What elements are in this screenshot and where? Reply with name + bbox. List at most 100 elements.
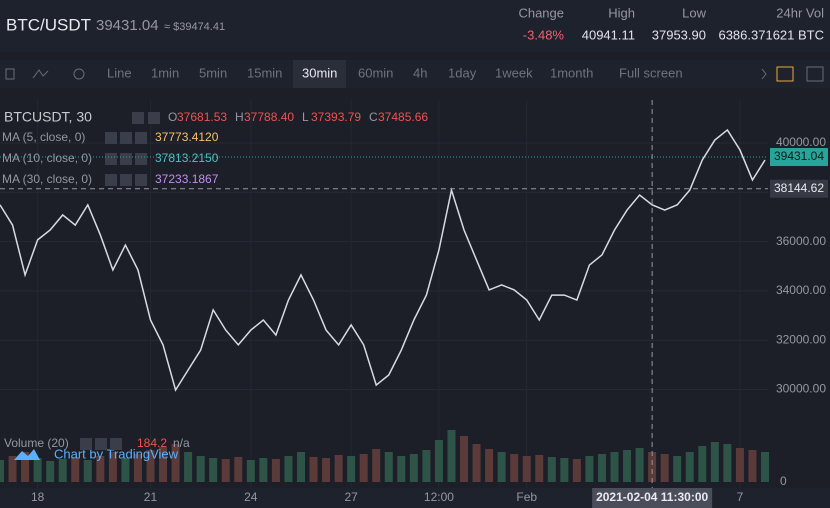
ohlc-label: O: [168, 110, 177, 124]
volume-bar: [510, 454, 519, 482]
volume-bar: [71, 457, 80, 482]
ohlc-value: 37788.40: [244, 110, 294, 124]
indicator-value: 37813.2150: [155, 151, 219, 165]
indicator-name: MA (10, close, 0): [2, 151, 92, 165]
toolbar-item[interactable]: 5min: [199, 65, 227, 80]
volume-bar: [234, 457, 243, 482]
legend-button: [148, 112, 160, 124]
volume-bar: [761, 452, 769, 482]
price: 39431.04: [96, 17, 159, 34]
legend-button: [110, 438, 122, 450]
stat-value: 40941.11: [582, 27, 635, 42]
volume-bar: [196, 456, 205, 482]
x-tick-label: 27: [344, 490, 358, 504]
x-tick-label: 2021-02-04 11:30:00: [596, 490, 708, 504]
volume-bar: [447, 430, 456, 482]
volume-bar: [422, 450, 431, 482]
volume-bar: [0, 460, 4, 482]
volume-bar: [384, 452, 393, 482]
legend-symbol: BTCUSDT, 30: [4, 109, 92, 125]
toolbar-item[interactable]: 1day: [448, 65, 477, 80]
settings-icon[interactable]: [73, 68, 85, 80]
y-tick-label: 30000.00: [776, 382, 826, 396]
toolbar-item[interactable]: 30min: [302, 65, 337, 80]
crosshair-time-box: [592, 488, 713, 508]
ohlc-value: 37485.66: [378, 110, 428, 124]
volume-bar: [660, 454, 669, 482]
volume-bar: [309, 457, 318, 482]
y-tick-label: 40000.00: [776, 135, 826, 149]
volume-bar: [434, 440, 443, 482]
volume-bar: [597, 454, 606, 482]
plot: [0, 100, 769, 488]
volume-bar: [397, 456, 406, 482]
toolbar-item[interactable]: Line: [107, 65, 132, 80]
volume-bar: [322, 458, 331, 482]
x-tick-label: 21: [144, 490, 158, 504]
volume-bar: [347, 456, 356, 482]
indicators-icon[interactable]: [776, 66, 794, 82]
volume-bar: [121, 458, 130, 482]
volume-bar: [96, 456, 105, 482]
volume-bar: [246, 460, 255, 482]
toolbar-item[interactable]: Full screen: [619, 65, 683, 80]
volume-bar: [685, 452, 694, 482]
toolbar-item[interactable]: 1min: [151, 65, 179, 80]
volume-bar: [83, 460, 92, 482]
volume-bar: [259, 458, 268, 482]
volume-bar: [572, 459, 581, 482]
legend-button: [95, 438, 107, 450]
crosshair-price-box: [770, 179, 828, 198]
volume-bar: [58, 459, 67, 482]
volume-bar: [723, 444, 732, 482]
y-tick-label: 34000.00: [776, 283, 826, 297]
toolbar-item[interactable]: 4h: [413, 65, 427, 80]
volume-bar: [735, 448, 744, 482]
ohlc-label: C: [369, 110, 378, 124]
volume-bar: [146, 450, 155, 482]
x-tick-label: 7: [737, 490, 744, 504]
pair: BTC/USDT: [6, 15, 91, 34]
volume-bar: [33, 458, 42, 482]
crosshair-price-label: 38144.62: [774, 181, 824, 195]
toolbar-item[interactable]: 15min: [247, 65, 282, 80]
volume-bar: [21, 452, 30, 482]
stat-value: 6386.371621 BTC: [718, 27, 824, 42]
legend-button: [120, 153, 132, 165]
volume-bar: [673, 456, 682, 482]
stat-value: 37953.90: [652, 27, 706, 42]
layout-icon[interactable]: [806, 66, 824, 82]
toolbar-item[interactable]: 1month: [550, 65, 593, 80]
brand-logo[interactable]: [14, 449, 40, 460]
active-tab: [293, 60, 346, 88]
y-tick-label: 36000.00: [776, 234, 826, 248]
x-tick-label: 24: [244, 490, 258, 504]
volume-extra: n/a: [173, 436, 190, 450]
toolbar-item[interactable]: 60min: [358, 65, 393, 80]
volume-bar: [547, 457, 556, 482]
volume-bar: [648, 452, 657, 482]
y2-tick-label: 0: [780, 474, 787, 488]
price-line: [0, 128, 766, 392]
legend-button: [135, 132, 147, 144]
ohlc-value: 37393.79: [311, 110, 361, 124]
ohlc-label: L: [302, 110, 309, 124]
volume-bar: [296, 452, 305, 482]
volume-bar: [159, 447, 168, 482]
area-icon[interactable]: [32, 69, 49, 79]
volume-bar: [698, 446, 707, 482]
volume-bar: [560, 458, 569, 482]
x-tick-label: 18: [31, 490, 45, 504]
x-tick-label: Feb: [516, 490, 537, 504]
scroll-icon[interactable]: [761, 68, 767, 80]
toolbar-item[interactable]: 1week: [495, 65, 533, 80]
volume-bar: [585, 456, 594, 482]
volume-bar: [133, 454, 142, 482]
last-price-label: 39431.04: [774, 149, 824, 163]
volume-bar: [334, 455, 343, 482]
brand[interactable]: Chart by TradingView: [54, 446, 179, 461]
candle-icon[interactable]: [5, 68, 15, 80]
indicator-name: MA (30, close, 0): [2, 172, 92, 186]
ohlc-label: H: [235, 110, 244, 124]
